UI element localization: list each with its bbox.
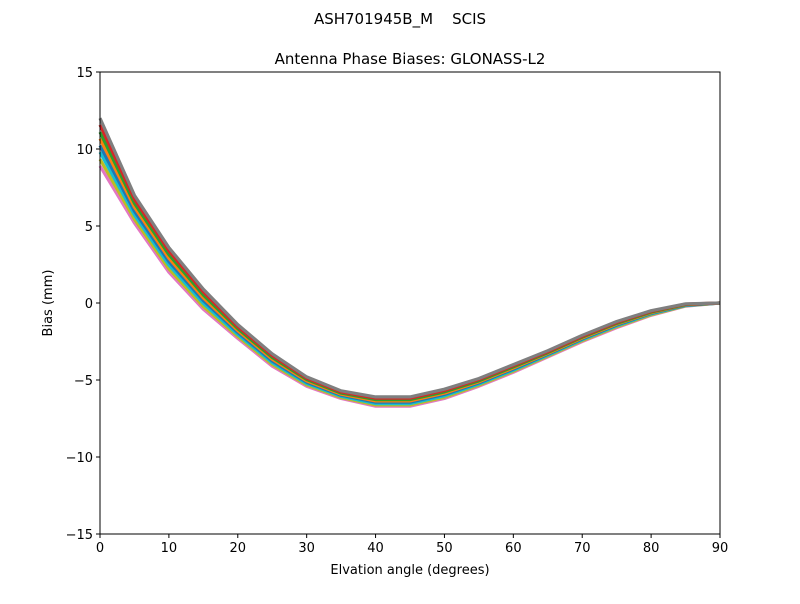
series-line-4	[98, 137, 721, 403]
y-tick-label: −15	[66, 528, 93, 543]
y-axis: −15 −10 −5 0 5 10 15	[66, 66, 100, 543]
x-tick-label: 0	[96, 541, 104, 556]
x-tick-label: 90	[712, 541, 729, 556]
chart-title: Antenna Phase Biases: GLONASS-L2	[275, 50, 546, 68]
x-tick-label: 50	[436, 541, 453, 556]
plot-frame	[99, 71, 721, 535]
x-tick-label: 80	[643, 541, 660, 556]
figure-suptitle: ASH701945B_M SCIS	[314, 10, 486, 29]
series-line-3	[98, 144, 721, 404]
y-tick-label: 15	[76, 66, 93, 81]
x-tick-label: 30	[298, 541, 315, 556]
x-tick-label: 60	[505, 541, 522, 556]
series-line-5	[98, 131, 721, 402]
series-line-6	[98, 124, 721, 400]
y-axis-label: Bias (mm)	[41, 270, 56, 337]
y-tick-label: 5	[85, 220, 93, 235]
x-tick-label: 70	[574, 541, 591, 556]
y-tick-label: 10	[76, 143, 93, 158]
series-line-7	[98, 117, 721, 399]
x-axis-label: Elvation angle (degrees)	[330, 563, 489, 578]
series-lines	[98, 117, 721, 408]
y-tick-label: −10	[66, 451, 93, 466]
x-tick-label: 40	[367, 541, 384, 556]
y-tick-label: −5	[74, 374, 93, 389]
x-axis: 0 10 20 30 40 50 60 70 80 90	[96, 534, 728, 556]
x-tick-label: 10	[161, 541, 178, 556]
x-tick-label: 20	[230, 541, 247, 556]
y-tick-label: 0	[85, 297, 93, 312]
